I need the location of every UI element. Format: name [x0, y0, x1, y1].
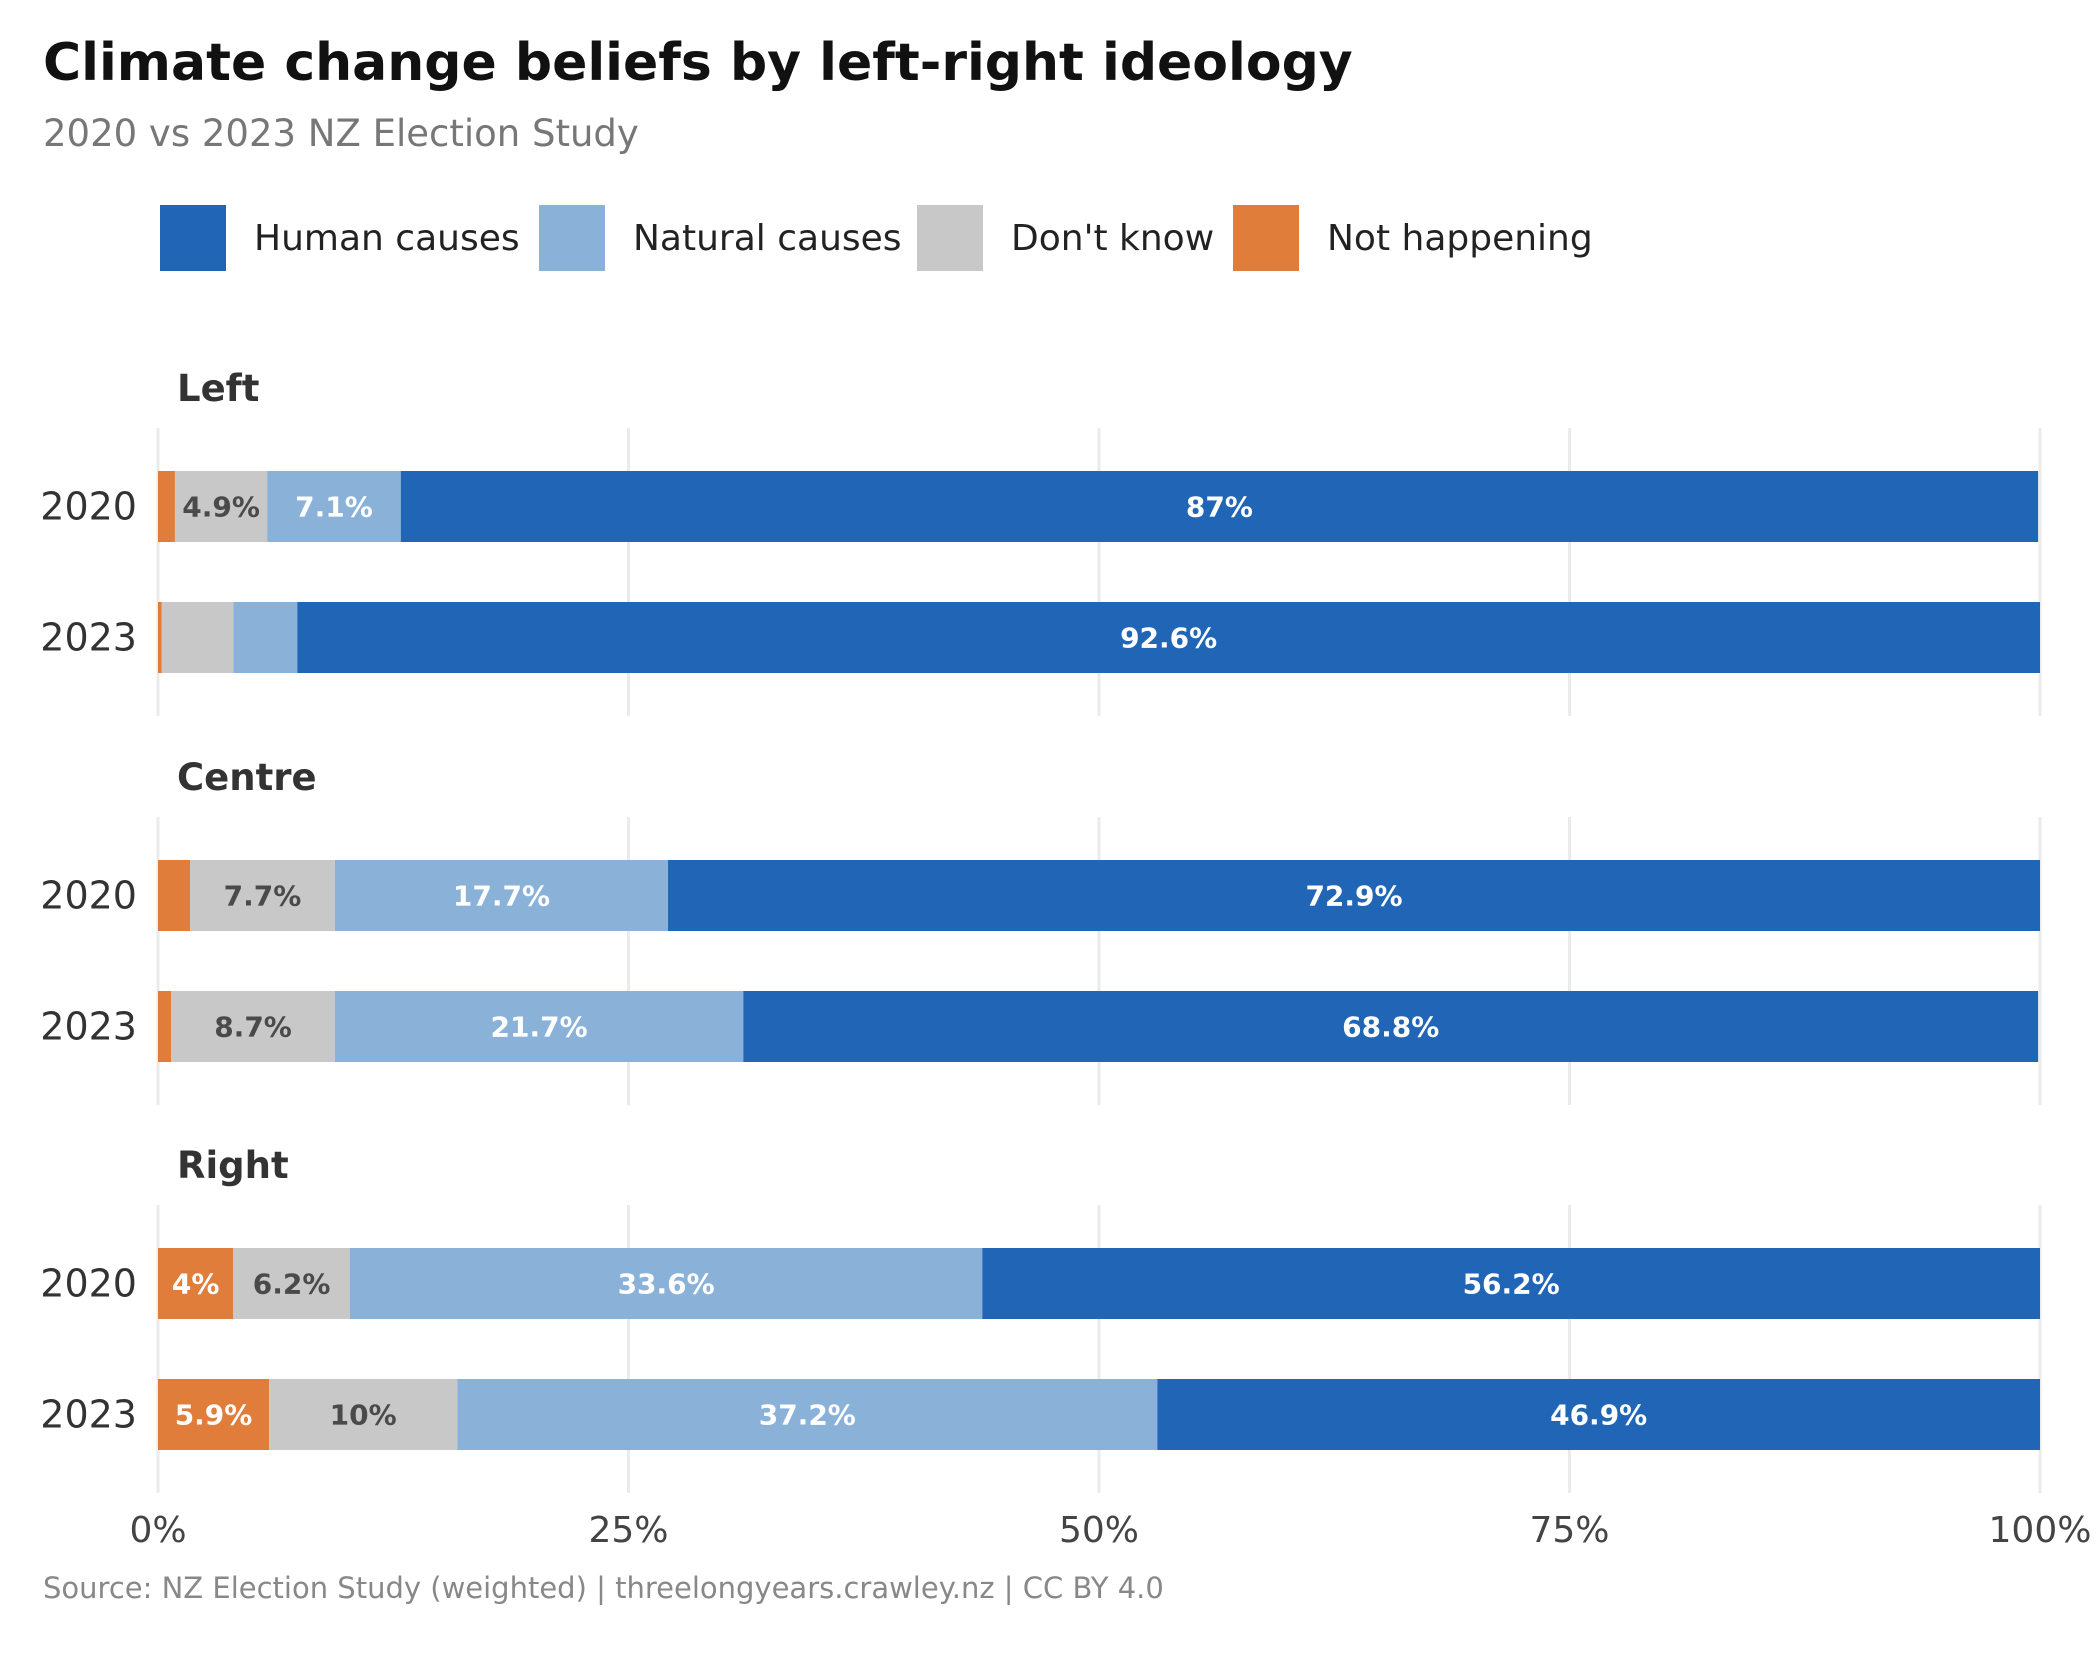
data-label: 33.6% [618, 1268, 715, 1301]
bar-segment [174, 471, 268, 542]
legend-label: Human causes [254, 218, 520, 259]
x-axis: 0% 25% 50% 75% 100% [129, 1510, 2091, 1551]
bar-segment [158, 991, 172, 1062]
bar-row: 2020 4.9% 7.1% 87% [40, 471, 2039, 542]
chart-subtitle: 2020 vs 2023 NZ Election Study [43, 112, 639, 155]
bar-segment [334, 991, 744, 1062]
bar-segment [982, 1248, 2041, 1319]
x-tick-label: 50% [1059, 1510, 1139, 1551]
legend-item: Human causes [160, 205, 520, 271]
bar-segment [233, 1248, 350, 1319]
data-label: 7.1% [295, 491, 373, 524]
bar-row: 2023 5.9% 10% 37.2% 46.9% [40, 1379, 2040, 1450]
data-label: 46.9% [1550, 1399, 1647, 1432]
legend-swatch [917, 205, 983, 271]
panel-label: Centre [177, 756, 317, 799]
data-label: 7.7% [224, 880, 302, 913]
year-label: 2023 [40, 1393, 137, 1437]
panel-right: Right 2020 4% 6.2% 33.6% 56.2% 2023 5.9% 10% 37.2… [40, 1144, 2041, 1450]
data-label: 4.9% [182, 491, 260, 524]
bar-segment [158, 471, 175, 542]
legend-label: Not happening [1327, 218, 1593, 259]
chart-caption: Source: NZ Election Study (weighted) | t… [43, 1571, 1164, 1605]
bar-segment [233, 602, 298, 673]
chart-title: Climate change beliefs by left-right ide… [43, 33, 1353, 93]
bar-segment [158, 1379, 270, 1450]
x-tick-label: 75% [1529, 1510, 1609, 1551]
bar-segment [267, 471, 401, 542]
legend-label: Don't know [1011, 218, 1214, 259]
gridlines [156, 428, 2042, 1493]
bar-segment [297, 602, 2040, 673]
data-label: 92.6% [1120, 622, 1217, 655]
x-tick-label: 100% [1989, 1510, 2092, 1551]
data-label: 5.9% [175, 1399, 253, 1432]
bar-row: 2023 8.7% 21.7% 68.8% [40, 991, 2039, 1062]
panel-left: Left 2020 4.9% 7.1% 87% 2023 92.6% [40, 367, 2040, 673]
bar-segment [158, 1248, 234, 1319]
panel-centre: Centre 2020 7.7% 17.7% 72.9% 2023 8.7% 21.7% 68.… [40, 756, 2040, 1062]
data-label: 37.2% [759, 1399, 856, 1432]
panels: Left 2020 4.9% 7.1% 87% 2023 92.6% Centre 2020 7.… [40, 367, 2041, 1450]
bar-segment [400, 471, 2039, 542]
data-label: 21.7% [491, 1011, 588, 1044]
legend-swatch [1233, 205, 1299, 271]
x-tick-label: 25% [588, 1510, 668, 1551]
legend-label: Natural causes [633, 218, 902, 259]
data-label: 68.8% [1342, 1011, 1439, 1044]
legend-swatch [539, 205, 605, 271]
legend-swatch [160, 205, 226, 271]
panel-label: Right [177, 1144, 289, 1187]
data-label: 72.9% [1305, 880, 1402, 913]
panel-label: Left [177, 367, 259, 410]
bar-segment [269, 1379, 458, 1450]
year-label: 2023 [40, 1005, 137, 1049]
legend-item: Natural causes [539, 205, 902, 271]
bar-segment [158, 860, 190, 931]
data-label: 8.7% [214, 1011, 292, 1044]
year-label: 2020 [40, 485, 137, 529]
bar-row: 2020 4% 6.2% 33.6% 56.2% [40, 1248, 2041, 1319]
data-label: 87% [1186, 491, 1253, 524]
year-label: 2023 [40, 616, 137, 660]
data-label: 56.2% [1463, 1268, 1560, 1301]
bar-segment [349, 1248, 983, 1319]
bar-segment [334, 860, 669, 931]
bar-segment [457, 1379, 1158, 1450]
data-label: 10% [330, 1399, 397, 1432]
bar-row: 2023 92.6% [40, 602, 2040, 673]
legend: Human causes Natural causes Don't know Not … [160, 205, 1593, 271]
data-label: 17.7% [453, 880, 550, 913]
bar-segment [189, 860, 335, 931]
bar-segment [1157, 1379, 2040, 1450]
legend-item: Not happening [1233, 205, 1593, 271]
bar-segment [743, 991, 2039, 1062]
bar-segment [171, 991, 335, 1062]
x-tick-label: 0% [129, 1510, 186, 1551]
data-label: 4% [172, 1268, 220, 1301]
data-label: 6.2% [253, 1268, 331, 1301]
year-label: 2020 [40, 874, 137, 918]
bar-segment [158, 602, 162, 673]
bar-segment [161, 602, 234, 673]
bar-segment [668, 860, 2040, 931]
legend-item: Don't know [917, 205, 1214, 271]
year-label: 2020 [40, 1262, 137, 1306]
bar-row: 2020 7.7% 17.7% 72.9% [40, 860, 2040, 931]
